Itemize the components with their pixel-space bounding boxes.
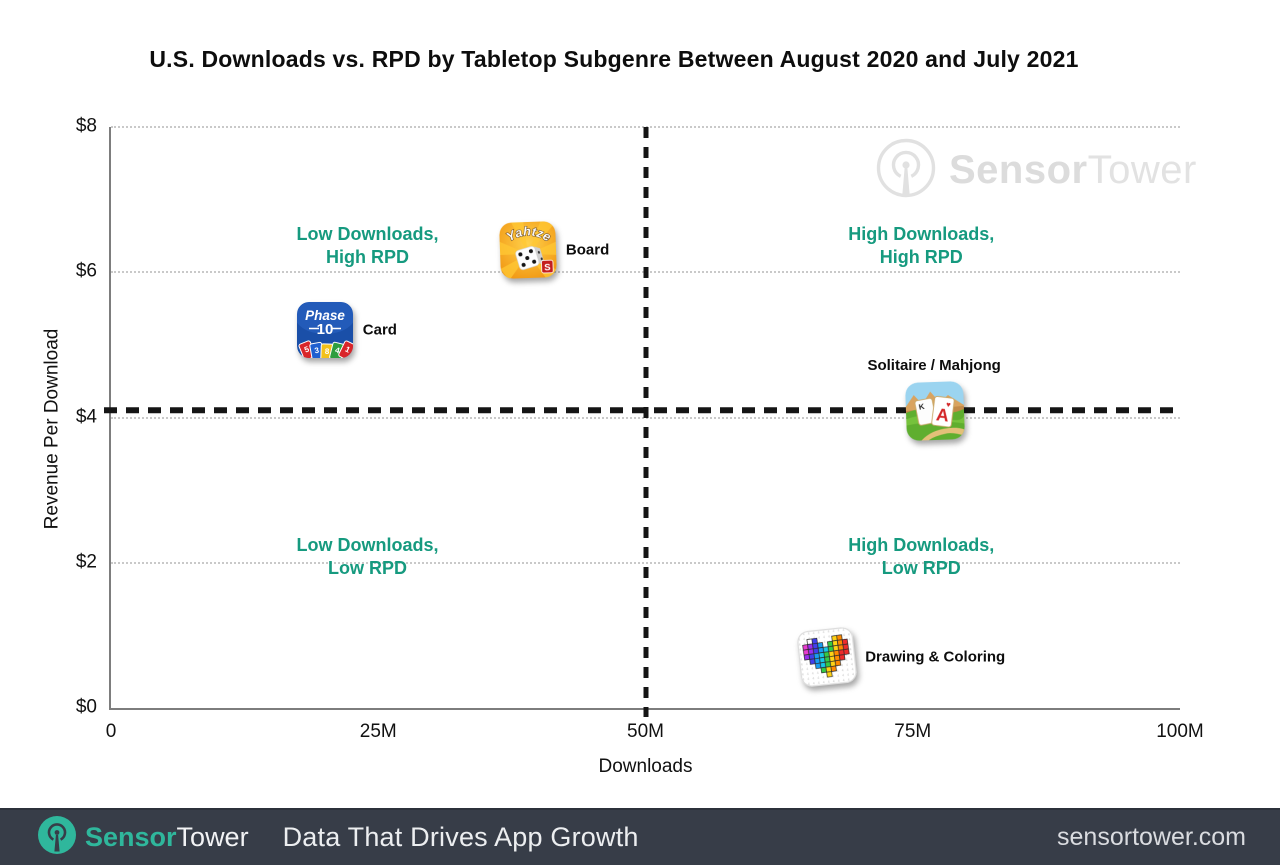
y-tick-usd2: $2 bbox=[75, 551, 97, 573]
phase-10-app-icon: 5 3 8 4 1 Phase 10 bbox=[296, 302, 353, 359]
sensortower-watermark: SensorTower bbox=[875, 137, 1197, 204]
point-label-board: Board bbox=[565, 241, 610, 259]
point-board: Yahtzee S Board bbox=[498, 221, 609, 280]
yahtzee-app-icon: Yahtzee S bbox=[498, 221, 557, 280]
quadrant-label-top-left: Low Downloads, High RPD bbox=[296, 224, 439, 267]
sensortower-logo-watermark-icon bbox=[875, 137, 937, 204]
svg-text:1: 1 bbox=[343, 345, 351, 355]
quadrant-label-bottom-right: High Downloads, Low RPD bbox=[848, 535, 995, 578]
footer-tagline: Data That Drives App Growth bbox=[282, 822, 639, 852]
x-axis-title: Downloads bbox=[598, 756, 693, 777]
pixel-art-heart-app-icon: 4 bbox=[797, 627, 857, 687]
x-tick-75M: 75M bbox=[894, 721, 932, 742]
y-tick-usd0: $0 bbox=[75, 696, 97, 718]
quadrant-label-bottom-left: Low Downloads, Low RPD bbox=[296, 535, 439, 578]
y-tick-usd6: $6 bbox=[75, 260, 97, 282]
point-card: 5 3 8 4 1 Phase 10 Card bbox=[296, 302, 397, 359]
point-label-solitaire-mahjong: Solitaire / Mahjong bbox=[867, 357, 1001, 375]
svg-text:8: 8 bbox=[324, 347, 329, 356]
x-tick-25M: 25M bbox=[359, 721, 397, 742]
footer-bar: SensorTower Data That Drives App Growth … bbox=[0, 808, 1280, 865]
point-label-card: Card bbox=[362, 321, 397, 339]
watermark-wordmark: SensorTower bbox=[949, 148, 1197, 192]
svg-text:5: 5 bbox=[303, 345, 311, 355]
chart-title: U.S. Downloads vs. RPD by Tabletop Subge… bbox=[149, 46, 1079, 72]
svg-text:K: K bbox=[918, 402, 926, 412]
svg-text:3: 3 bbox=[314, 346, 320, 356]
x-tick-0: 0 bbox=[105, 721, 117, 742]
svg-text:S: S bbox=[544, 262, 551, 273]
y-axis-title: Revenue Per Download bbox=[42, 328, 63, 529]
point-label-drawing-coloring: Drawing & Coloring bbox=[865, 648, 1006, 666]
svg-text:♥: ♥ bbox=[946, 400, 952, 410]
x-tick-50M: 50M bbox=[627, 721, 664, 742]
y-tick-usd4: $4 bbox=[75, 406, 97, 428]
footer-website: sensortower.com bbox=[1057, 823, 1246, 851]
svg-text:4: 4 bbox=[334, 346, 341, 356]
y-tick-usd8: $8 bbox=[75, 115, 97, 137]
horizontal-divider-rpd4 bbox=[104, 407, 1182, 413]
x-tick-100M: 100M bbox=[1156, 721, 1204, 742]
svg-text:Phase: Phase bbox=[305, 308, 345, 323]
footer-wordmark: SensorTower bbox=[85, 822, 249, 852]
svg-text:A: A bbox=[935, 405, 950, 426]
svg-text:10: 10 bbox=[316, 321, 333, 338]
point-drawing-coloring: 4 Drawing & Coloring bbox=[797, 627, 1005, 687]
quadrant-label-top-right: High Downloads, High RPD bbox=[848, 224, 995, 267]
solitaire-grand-harvest-app-icon: K A ♥ bbox=[905, 381, 966, 442]
vertical-divider-50m bbox=[643, 127, 648, 717]
sensortower-footer-logo: SensorTower bbox=[38, 816, 249, 859]
point-solitaire-mahjong: K A ♥ Solitaire / Mahjong bbox=[867, 357, 1001, 442]
plot-area: SensorTower Low Downloads, High RPD High… bbox=[42, 116, 1204, 777]
sensortower-logo-icon bbox=[38, 816, 76, 859]
